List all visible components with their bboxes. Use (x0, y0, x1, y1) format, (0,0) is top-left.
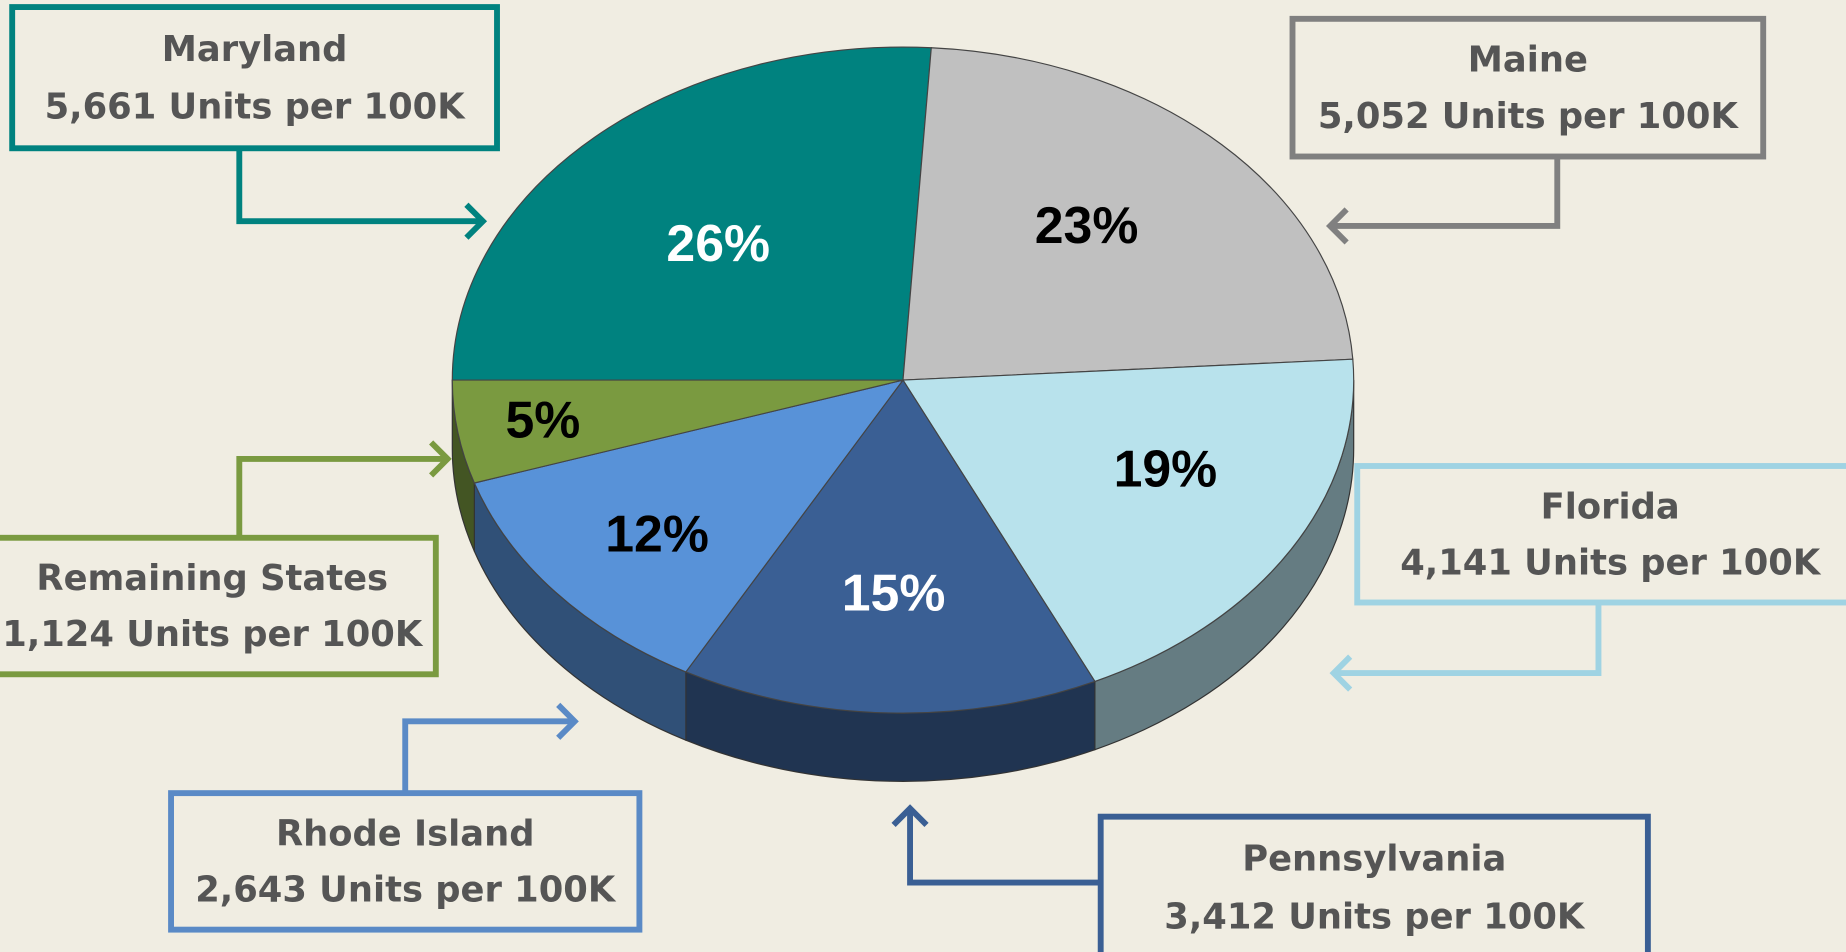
callout-box (1097, 813, 1651, 952)
pie-slice (901, 358, 1355, 683)
callout-arrow (236, 148, 483, 225)
arrow-head (1329, 654, 1353, 692)
callout-arrow (236, 455, 448, 538)
callout-arrow (907, 808, 1101, 886)
pie-slice (902, 47, 1354, 381)
pie-slice (451, 379, 904, 484)
arrow-head (556, 702, 579, 740)
callout-units: 5,661 Units per 100K (45, 87, 467, 128)
slice-label: 15% (842, 563, 946, 621)
callout-box (9, 4, 500, 152)
callout-box (1289, 15, 1767, 160)
callout-name: Maine (1468, 40, 1588, 81)
arrow-head (429, 440, 452, 478)
callout-units: 5,052 Units per 100K (1318, 96, 1740, 137)
slice-label: 23% (1035, 196, 1139, 254)
slice-label: 19% (1114, 440, 1218, 498)
pie-labels: 26% 23% 19% 15% 12% 5% (505, 196, 1217, 621)
callout-name: Maryland (162, 29, 348, 70)
pie-tops (451, 46, 1355, 714)
slice-label: 26% (666, 214, 770, 272)
callout-units: 3,412 Units per 100K (1164, 896, 1586, 937)
callout-units: 1,124 Units per 100K (2, 614, 424, 655)
callout-units: 4,141 Units per 100K (1400, 542, 1822, 583)
callout-box (0, 534, 439, 678)
callout-name: Remaining States (36, 558, 388, 599)
pie-slice (684, 379, 1096, 714)
arrow-head (1325, 207, 1349, 245)
pie-slice (451, 46, 932, 381)
callout-name: Pennsylvania (1242, 838, 1506, 879)
arrow-head (891, 804, 929, 827)
callout-arrow (1330, 156, 1561, 229)
callout-box (1354, 463, 1846, 606)
callout-arrow (1333, 602, 1602, 677)
callout-arrow (402, 718, 575, 794)
callout-name: Florida (1541, 486, 1680, 527)
pie-slice (473, 379, 905, 673)
callouts: Maryland 5,661 Units per 100K Maine 5,052 U… (0, 4, 1846, 952)
arrow-head (464, 202, 488, 240)
slice-label: 5% (505, 390, 580, 448)
callout-units: 2,643 Units per 100K (195, 869, 617, 910)
callout-name: Rhode Island (276, 813, 535, 854)
slice-label: 12% (605, 504, 709, 562)
